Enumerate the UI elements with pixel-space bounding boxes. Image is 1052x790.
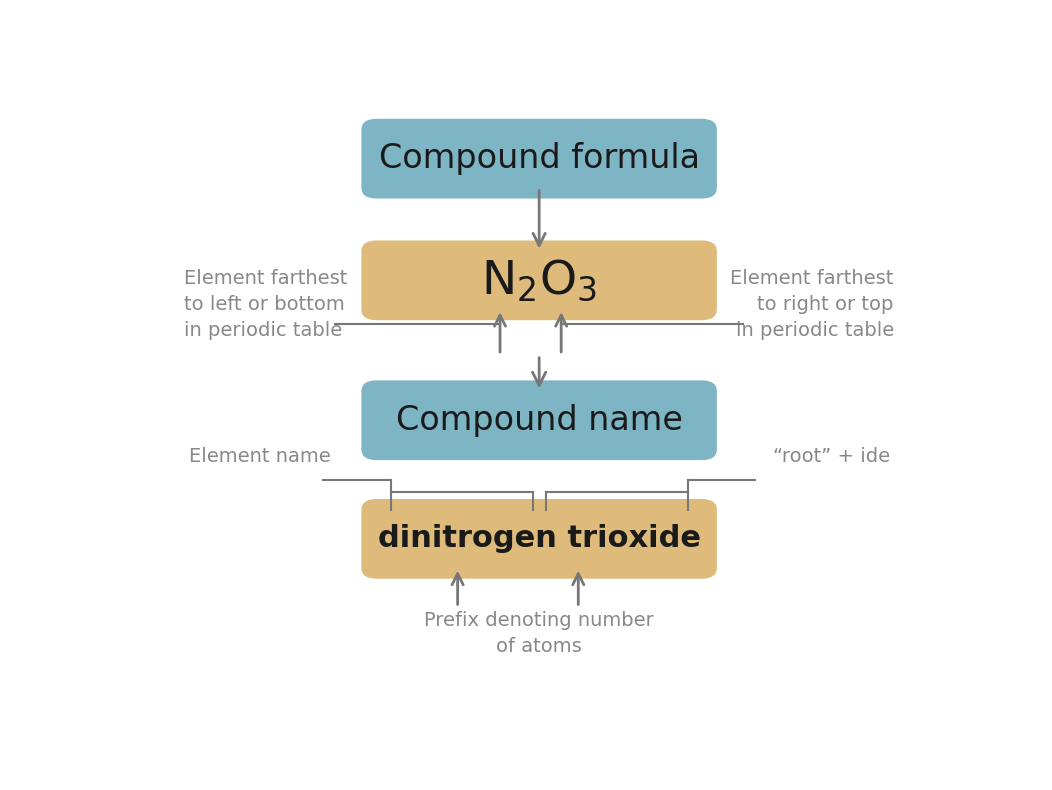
Text: Compound formula: Compound formula bbox=[379, 142, 700, 175]
FancyBboxPatch shape bbox=[362, 499, 716, 579]
Text: dinitrogen trioxide: dinitrogen trioxide bbox=[378, 525, 701, 553]
Text: Prefix denoting number
of atoms: Prefix denoting number of atoms bbox=[424, 611, 654, 656]
Text: “root” + ide: “root” + ide bbox=[772, 447, 890, 466]
Text: Element farthest
to left or bottom
in periodic table: Element farthest to left or bottom in pe… bbox=[184, 269, 348, 340]
FancyBboxPatch shape bbox=[362, 381, 716, 460]
FancyBboxPatch shape bbox=[362, 118, 716, 198]
Text: Compound name: Compound name bbox=[396, 404, 683, 437]
Text: Element name: Element name bbox=[188, 447, 330, 466]
Text: N$_2$O$_3$: N$_2$O$_3$ bbox=[481, 258, 598, 303]
Text: Element farthest
to right or top
in periodic table: Element farthest to right or top in peri… bbox=[730, 269, 894, 340]
FancyBboxPatch shape bbox=[362, 240, 716, 320]
